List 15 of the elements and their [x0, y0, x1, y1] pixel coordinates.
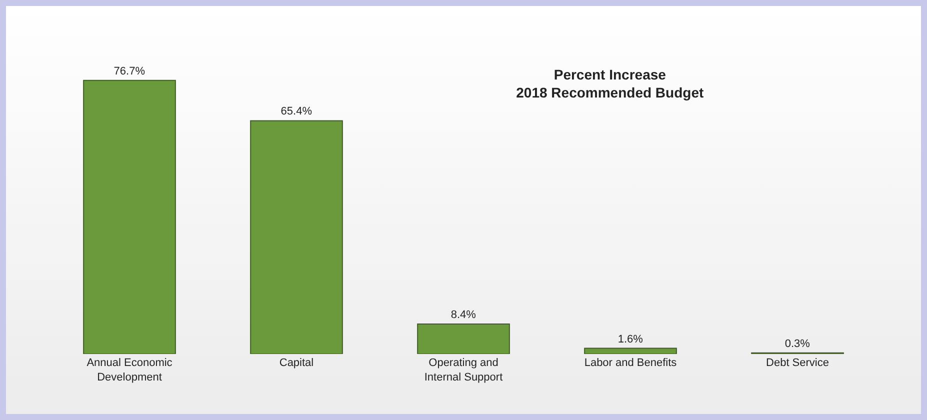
x-tick-label: Operating and Internal Support — [424, 357, 503, 384]
chart-title: Percent Increase 2018 Recommended Budget — [516, 66, 704, 101]
data-label: 76.7% — [114, 65, 146, 78]
x-tick-label: Capital — [279, 357, 314, 369]
bar — [83, 80, 176, 354]
data-label: 8.4% — [450, 309, 476, 322]
x-tick-label: Annual Economic Development — [86, 357, 173, 384]
data-label: 65.4% — [280, 106, 312, 118]
x-tick-label: Debt Service — [766, 357, 829, 369]
data-label: 0.3% — [784, 338, 810, 350]
bar — [250, 120, 343, 354]
bar — [417, 324, 510, 354]
x-tick-label: Labor and Benefits — [584, 357, 678, 369]
bar — [584, 348, 677, 354]
data-label: 1.6% — [618, 333, 644, 346]
